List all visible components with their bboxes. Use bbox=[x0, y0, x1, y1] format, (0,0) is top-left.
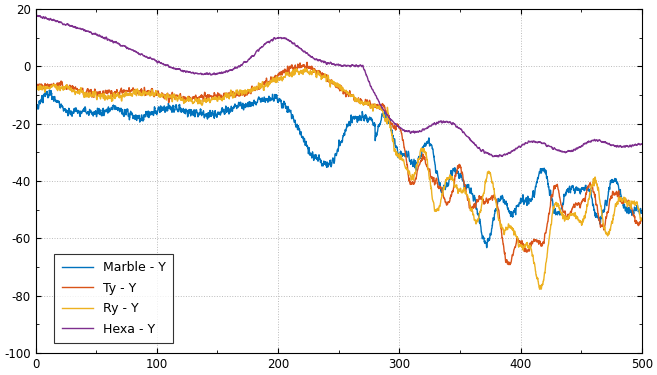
Ry - Y bbox=[264, 84, 272, 88]
Marble - Y bbox=[101, 108, 109, 112]
Ty - Y bbox=[303, 60, 311, 64]
Ty - Y bbox=[626, 202, 634, 207]
Marble - Y bbox=[483, 245, 491, 250]
Ty - Y bbox=[32, 86, 39, 90]
Line: Ry - Y: Ry - Y bbox=[35, 68, 642, 289]
Hexa - Y bbox=[101, 37, 109, 41]
Ty - Y bbox=[137, 90, 145, 95]
Hexa - Y bbox=[264, 40, 272, 44]
Hexa - Y bbox=[290, 41, 298, 46]
Ty - Y bbox=[264, 81, 272, 85]
Marble - Y bbox=[638, 210, 646, 214]
Ry - Y bbox=[290, 69, 298, 73]
Hexa - Y bbox=[626, 143, 634, 147]
Hexa - Y bbox=[638, 142, 646, 146]
Marble - Y bbox=[45, 88, 53, 92]
Ry - Y bbox=[535, 287, 543, 291]
Hexa - Y bbox=[495, 154, 503, 159]
Marble - Y bbox=[290, 120, 298, 125]
Marble - Y bbox=[32, 107, 39, 112]
Line: Hexa - Y: Hexa - Y bbox=[35, 15, 642, 157]
Ry - Y bbox=[302, 66, 309, 70]
Ty - Y bbox=[505, 262, 513, 267]
Hexa - Y bbox=[32, 13, 39, 17]
Ry - Y bbox=[32, 86, 39, 90]
Marble - Y bbox=[561, 194, 569, 198]
Line: Marble - Y: Marble - Y bbox=[35, 90, 642, 248]
Ty - Y bbox=[638, 217, 646, 221]
Hexa - Y bbox=[137, 52, 145, 57]
Ty - Y bbox=[290, 67, 298, 72]
Ry - Y bbox=[638, 217, 646, 222]
Ry - Y bbox=[101, 98, 108, 102]
Ry - Y bbox=[137, 91, 145, 96]
Ry - Y bbox=[561, 217, 569, 222]
Marble - Y bbox=[626, 209, 634, 213]
Ty - Y bbox=[101, 91, 108, 95]
Ry - Y bbox=[626, 204, 634, 209]
Line: Ty - Y: Ty - Y bbox=[35, 62, 642, 265]
Ty - Y bbox=[561, 209, 569, 213]
Marble - Y bbox=[137, 118, 145, 123]
Hexa - Y bbox=[32, 12, 40, 17]
Legend: Marble - Y, Ty - Y, Ry - Y, Hexa - Y: Marble - Y, Ty - Y, Ry - Y, Hexa - Y bbox=[54, 254, 173, 343]
Marble - Y bbox=[264, 98, 272, 103]
Hexa - Y bbox=[561, 150, 569, 154]
